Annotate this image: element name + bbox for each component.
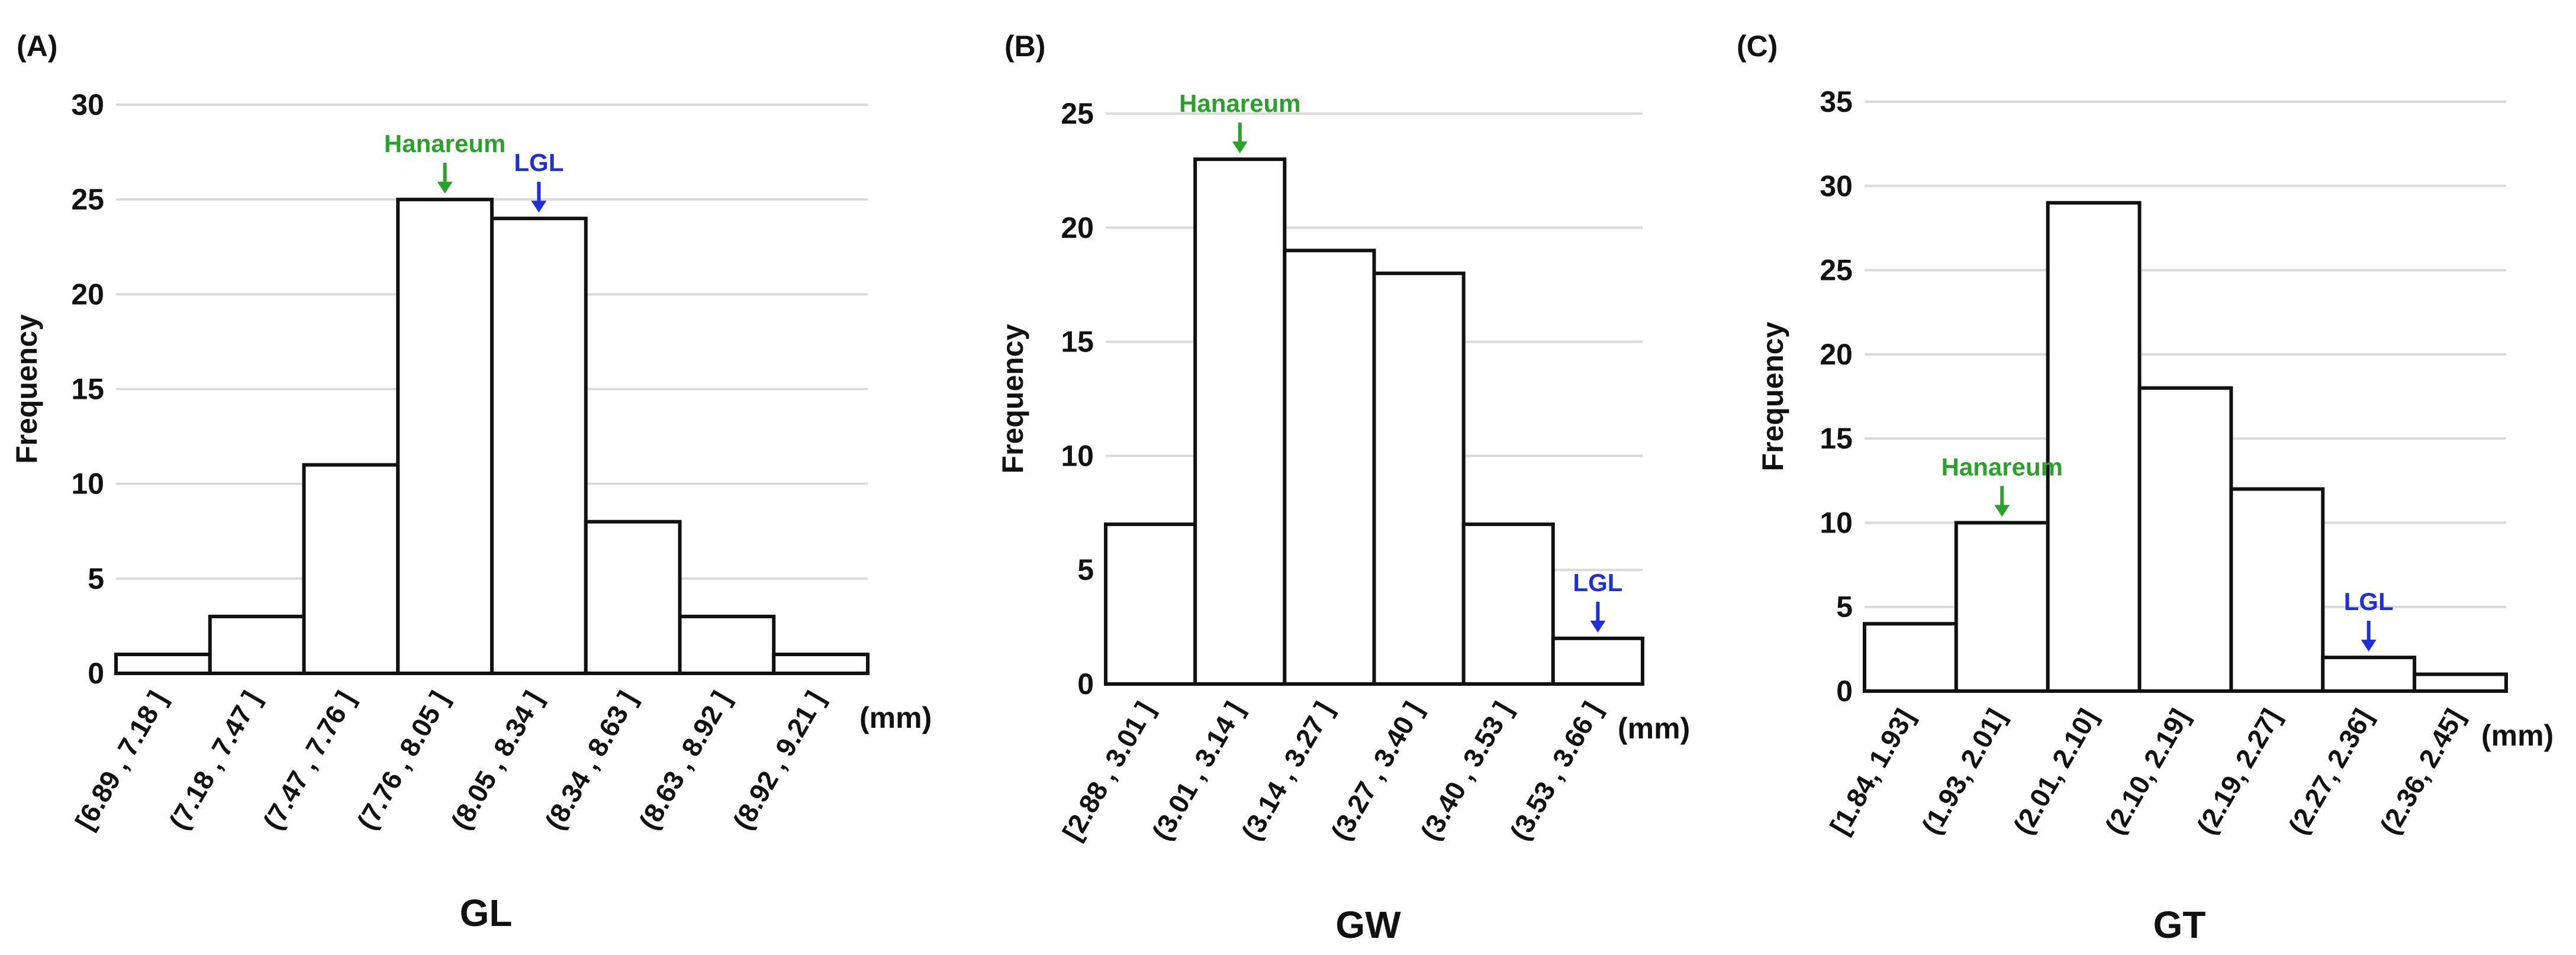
histogram-panel-gt: (C) 0 5 10 15 20 25 30 35 Frequency [1.84, 1.93](1… — [1737, 30, 2554, 946]
panel-label: (C) — [1737, 30, 1778, 63]
bar-gt-6 — [2413, 672, 2508, 693]
x-tick-label: (1.93, 2.01] — [1915, 704, 2012, 840]
y-axis-label: Frequency — [10, 314, 43, 464]
down-arrow-icon — [2361, 640, 2377, 652]
bar-gw-1 — [1193, 157, 1287, 686]
x-tick-label: (3.27 , 3.40 ] — [1325, 696, 1428, 846]
x-axis-label: GL — [460, 892, 513, 934]
y-tick-label: 20 — [1820, 338, 1853, 371]
y-tick-label: 10 — [1820, 506, 1853, 539]
annotation-lgl: LGL — [2344, 588, 2394, 652]
x-tick-label: [2.88 , 3.01 ] — [1057, 696, 1160, 846]
annotation-label: Hanareum — [1179, 89, 1300, 117]
annotation-lgl: LGL — [514, 149, 564, 213]
y-tick-label: 0 — [88, 657, 104, 690]
bar-gl-2 — [302, 463, 400, 676]
y-tick-label: 5 — [1077, 553, 1094, 586]
x-tick-label: (2.27, 2.36] — [2282, 704, 2379, 840]
y-tick-label: 5 — [1836, 591, 1853, 624]
x-tick-label: (8.34 , 8.63 ] — [539, 686, 642, 835]
y-axis-label: Frequency — [996, 324, 1029, 473]
unit-label: (mm) — [859, 701, 932, 734]
x-axis-label: GW — [1335, 904, 1401, 946]
down-arrow-icon — [1590, 620, 1606, 633]
y-tick-label: 25 — [71, 183, 104, 216]
x-tick-label: (2.10, 2.19] — [2099, 704, 2195, 840]
down-arrow-icon — [531, 201, 547, 213]
unit-label: (mm) — [1618, 712, 1690, 745]
x-tick-label: (3.14 , 3.27 ] — [1235, 696, 1339, 846]
y-tick-label: 20 — [1061, 211, 1094, 244]
x-tick-label: [6.89 , 7.18 ] — [69, 686, 173, 835]
annotation-label: Hanareum — [384, 130, 505, 157]
panel-label: (B) — [1004, 30, 1045, 63]
bar-gw-4 — [1461, 522, 1555, 686]
x-tick-label: (3.53 , 3.66 ] — [1504, 696, 1608, 846]
y-tick-label: 10 — [71, 467, 104, 501]
bar-gl-1 — [208, 614, 306, 676]
x-tick-label: (8.92 , 9.21 ] — [727, 686, 830, 835]
unit-label: (mm) — [2481, 719, 2554, 752]
bar-gw-5 — [1551, 636, 1644, 686]
histogram-panel-gw: (B) 0 5 10 15 20 25 Frequency [2.88 , 3.01 ](3.0… — [996, 30, 1690, 946]
y-tick-label: 15 — [71, 373, 104, 406]
bar-gw-2 — [1283, 249, 1376, 686]
bar-gl-7 — [772, 652, 870, 676]
y-tick-label: 20 — [71, 278, 104, 311]
annotation-hanareum: Hanareum — [1179, 89, 1300, 154]
down-arrow-icon — [437, 182, 453, 194]
y-tick-label: 25 — [1061, 97, 1094, 130]
x-tick-label: (2.19, 2.27] — [2191, 704, 2287, 840]
y-tick-label: 30 — [1820, 169, 1853, 202]
y-tick-label: 10 — [1061, 439, 1094, 472]
bar-gl-0 — [114, 652, 212, 676]
x-tick-label: (2.36, 2.45] — [2374, 704, 2471, 840]
bar-gt-4 — [2229, 487, 2325, 693]
bar-gt-3 — [2137, 386, 2233, 693]
annotation-label: LGL — [1573, 569, 1622, 596]
x-tick-label: (3.40 , 3.53 ] — [1414, 696, 1518, 846]
y-tick-label: 35 — [1820, 85, 1853, 118]
y-tick-label: 15 — [1820, 422, 1853, 455]
x-tick-label: (7.47 , 7.76 ] — [257, 686, 360, 835]
x-tick-label: (7.76 , 8.05 ] — [351, 686, 455, 835]
down-arrow-icon — [1994, 505, 2010, 517]
y-tick-label: 25 — [1820, 254, 1853, 287]
y-tick-label: 30 — [71, 88, 104, 121]
x-tick-label: (8.63 , 8.92 ] — [633, 686, 736, 835]
bar-gt-1 — [1954, 521, 2050, 693]
y-tick-label: 5 — [88, 562, 104, 595]
annotation-label: LGL — [2344, 588, 2394, 615]
bar-gl-3 — [396, 198, 494, 675]
bar-gw-3 — [1372, 271, 1466, 686]
annotation-label: Hanareum — [1941, 453, 2063, 480]
x-axis-label: GT — [2153, 904, 2206, 946]
bar-gl-6 — [678, 614, 776, 676]
y-tick-label: 0 — [1836, 675, 1853, 708]
annotation-label: LGL — [514, 149, 564, 176]
x-tick-label: (3.01 , 3.14 ] — [1146, 696, 1250, 846]
bar-gl-4 — [490, 217, 588, 675]
y-tick-label: 0 — [1077, 667, 1094, 701]
bar-gl-5 — [584, 520, 682, 675]
annotation-hanareum: Hanareum — [384, 130, 505, 194]
x-tick-label: (8.05 , 8.34 ] — [445, 686, 549, 835]
panel-label: (A) — [17, 30, 57, 63]
bar-gw-0 — [1104, 522, 1197, 686]
x-tick-label: (2.01, 2.10] — [2007, 704, 2104, 840]
y-axis-label: Frequency — [1756, 321, 1789, 471]
bar-gt-2 — [2046, 201, 2142, 693]
y-tick-label: 15 — [1061, 325, 1094, 359]
annotation-lgl: LGL — [1573, 569, 1622, 633]
annotation-hanareum: Hanareum — [1941, 453, 2063, 517]
down-arrow-icon — [1232, 141, 1248, 154]
bar-gt-5 — [2321, 656, 2417, 693]
x-tick-label: [1.84, 1.93] — [1824, 704, 1920, 840]
x-tick-label: (7.18 , 7.47 ] — [163, 686, 266, 835]
bar-gt-0 — [1863, 622, 1958, 693]
